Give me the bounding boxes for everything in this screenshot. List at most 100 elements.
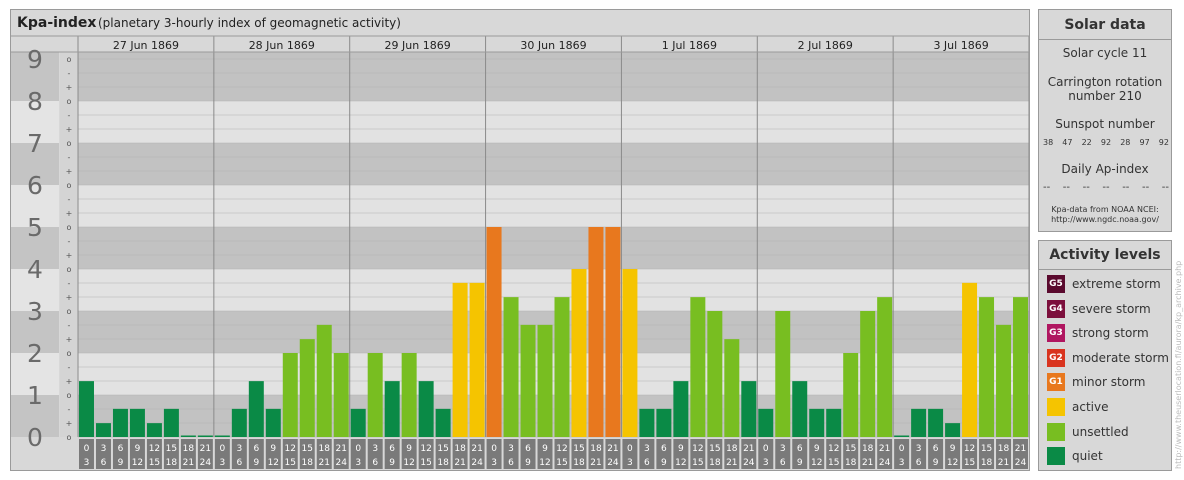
interval-cell (554, 439, 570, 469)
legend-item: G5 extreme storm (1047, 275, 1171, 295)
interval-end-label: 9 (525, 458, 531, 468)
interval-end-label: 15 (556, 458, 567, 468)
chart-title: Kpa-index (17, 15, 97, 31)
kp-bar (605, 227, 621, 437)
interval-cell (265, 439, 281, 469)
ap-value: -- (1102, 182, 1110, 193)
kp-bar (537, 324, 553, 437)
legend-swatch: G3 (1047, 324, 1065, 343)
y-tick-label: 1 (27, 381, 43, 410)
kp-bar (180, 435, 196, 437)
sunspot-value: 97 (1139, 138, 1150, 147)
kp-bar (826, 408, 842, 437)
interval-end-label: 6 (644, 458, 650, 468)
interval-cell (146, 439, 162, 469)
y-minor-tick-label: - (68, 363, 71, 372)
interval-end-label: 18 (709, 458, 721, 468)
interval-cell (724, 439, 740, 469)
kp-bar (656, 408, 672, 437)
interval-start-label: 0 (84, 444, 90, 454)
interval-cell (197, 439, 213, 469)
interval-end-label: 6 (101, 458, 107, 468)
interval-end-label: 21 (319, 458, 330, 468)
kp-bar (554, 297, 570, 437)
interval-end-label: 12 (811, 458, 822, 468)
interval-cell (843, 439, 859, 469)
plot-band (78, 59, 1029, 101)
kp-bar (503, 297, 519, 437)
kp-bar (639, 408, 655, 437)
interval-end-label: 12 (947, 458, 958, 468)
kp-bar (197, 435, 213, 437)
interval-cell (299, 439, 315, 469)
sunspot-value: 92 (1100, 138, 1112, 147)
interval-start-label: 9 (814, 444, 820, 454)
y-minor-tick-label: + (66, 293, 73, 302)
interval-end-label: 6 (372, 458, 378, 468)
interval-end-label: 12 (132, 458, 143, 468)
kp-bar (588, 227, 604, 437)
interval-end-label: 18 (981, 458, 993, 468)
interval-cell (316, 439, 332, 469)
y-minor-tick-label: o (67, 349, 72, 358)
interval-start-label: 9 (950, 444, 956, 454)
interval-cell (877, 439, 893, 469)
interval-start-label: 9 (542, 444, 548, 454)
kp-bar (860, 311, 876, 437)
kp-bar (350, 408, 366, 437)
interval-end-label: 18 (845, 458, 857, 468)
interval-end-label: 21 (590, 458, 601, 468)
kp-bar (979, 297, 995, 437)
legend-label: minor storm (1072, 375, 1146, 390)
sunspot-values: 38 47 22 92 28 97 92 (1043, 138, 1169, 147)
kp-bar (299, 339, 315, 437)
interval-cell (452, 439, 468, 469)
interval-start-label: 12 (828, 444, 839, 454)
kp-bar (520, 324, 536, 437)
interval-start-label: 12 (285, 444, 296, 454)
interval-cell (401, 439, 417, 469)
y-minor-tick-label: o (67, 391, 72, 400)
interval-cell (435, 439, 451, 469)
y-minor-tick-label: - (68, 405, 71, 414)
interval-end-label: 6 (236, 458, 242, 468)
interval-start-label: 0 (627, 444, 633, 454)
interval-cell (588, 439, 604, 469)
carrington-line1: Carrington rotation (1047, 75, 1163, 89)
interval-end-label: 24 (879, 458, 891, 468)
interval-end-label: 24 (607, 458, 619, 468)
interval-cell (928, 439, 944, 469)
legend-swatch (1047, 398, 1065, 416)
interval-cell (520, 439, 536, 469)
interval-start-label: 15 (166, 444, 177, 454)
interval-start-label: 9 (135, 444, 141, 454)
kp-bar (384, 381, 400, 437)
legend-item: G2 moderate storm (1047, 348, 1171, 369)
kp-bar-chart: 27 Jun 1869 28 Jun 1869 29 Jun 1869 30 Jun … (11, 35, 1029, 469)
interval-start-label: 21 (879, 444, 890, 454)
kp-bar (367, 353, 383, 437)
kp-bar (758, 408, 774, 437)
y-tick-label: 9 (27, 45, 43, 74)
interval-start-label: 9 (270, 444, 276, 454)
interval-start-label: 21 (607, 444, 618, 454)
interval-cell (894, 439, 910, 469)
divider (1039, 39, 1171, 40)
y-tick-label: 5 (27, 213, 43, 242)
interval-start-label: 18 (998, 444, 1010, 454)
y-minor-tick-label: - (68, 195, 71, 204)
y-label-band (11, 227, 59, 269)
interval-cell (945, 439, 961, 469)
interval-end-label: 9 (118, 458, 124, 468)
y-label-band (11, 101, 59, 143)
legend-label: quiet (1072, 449, 1103, 464)
activity-levels-title: Activity levels (1049, 247, 1161, 263)
interval-cell (809, 439, 825, 469)
kp-bar (401, 353, 417, 437)
interval-end-label: 15 (420, 458, 431, 468)
day-label: 3 Jul 1869 (933, 39, 988, 52)
interval-start-label: 9 (406, 444, 412, 454)
interval-end-label: 9 (253, 458, 259, 468)
interval-start-label: 15 (437, 444, 448, 454)
interval-end-label: 15 (964, 458, 975, 468)
